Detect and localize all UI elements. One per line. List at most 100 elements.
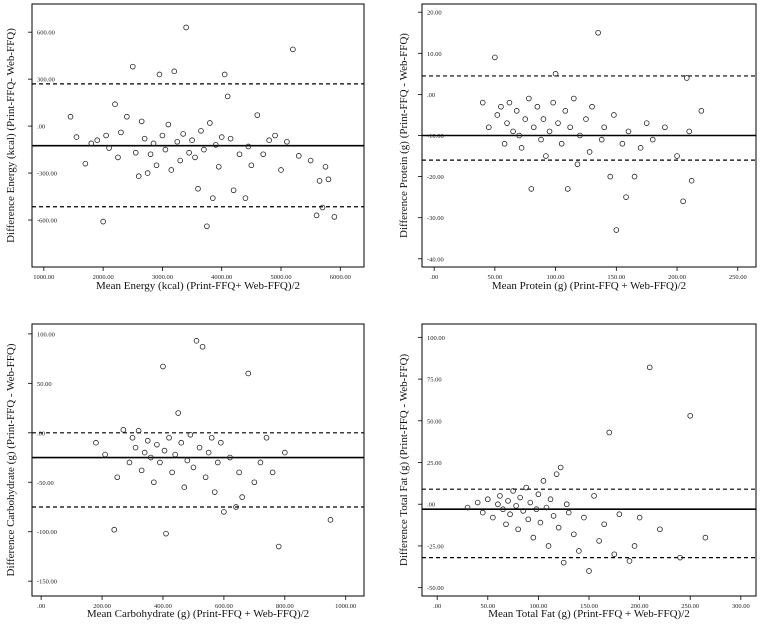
energy-plot-frame: [31, 3, 365, 268]
protein-data-point: [530, 124, 537, 131]
carbohydrate-data-point: [221, 509, 227, 515]
energy-x-tick-label: 6000.00: [330, 274, 351, 281]
protein-data-point: [595, 29, 601, 36]
carbohydrate-data-point: [163, 530, 169, 537]
total-fat-data-point: [565, 509, 572, 516]
carbohydrate-data-point: [227, 454, 233, 461]
protein-data-point: [583, 116, 589, 122]
protein-data-point: [698, 108, 705, 114]
carbohydrate-plot-frame: [31, 323, 365, 597]
carbohydrate-data-point: [169, 469, 175, 476]
total-fat-data-point: [474, 499, 481, 506]
protein-data-point: [662, 124, 668, 131]
energy-data-point: [260, 151, 267, 158]
protein-y-tick-label: -30.00: [427, 215, 444, 222]
carbohydrate-data-point: [144, 437, 151, 444]
energy-y-axis-title: Difference Energy (kcal) (Print-FFQ- Web…: [5, 28, 17, 243]
protein-data-point: [504, 120, 510, 126]
protein-data-point: [643, 120, 650, 126]
energy-data-point: [266, 137, 272, 143]
protein-data-point: [546, 128, 553, 135]
energy-data-point: [153, 162, 160, 169]
energy-data-point: [207, 120, 213, 126]
energy-data-point: [168, 167, 175, 173]
energy-x-tick-label: 1000.00: [33, 274, 54, 281]
energy-y-tick-label: -600.00: [37, 218, 57, 225]
protein-data-point: [637, 145, 644, 151]
protein-data-point: [518, 145, 525, 151]
carbohydrate-data-point: [202, 474, 209, 481]
total-fat-data-point: [495, 501, 501, 508]
carbohydrate-panel: Difference Carbohydrate (g) (Print-FFQ -…: [5, 323, 365, 620]
carbohydrate-y-tick-label: 100.00: [37, 331, 55, 338]
energy-data-point: [138, 118, 145, 125]
total-fat-data-point: [517, 494, 523, 501]
energy-data-point: [236, 151, 243, 158]
energy-data-point: [316, 178, 323, 184]
protein-data-point: [613, 227, 620, 233]
total-fat-data-point: [497, 493, 503, 499]
energy-data-point: [319, 204, 326, 211]
energy-data-point: [204, 223, 210, 230]
protein-data-point: [510, 128, 516, 135]
protein-x-tick-label: .00: [430, 274, 438, 281]
carbohydrate-y-axis-title: Difference Carbohydrate (g) (Print-FFQ -…: [5, 343, 17, 576]
total-fat-data-point: [540, 478, 547, 484]
protein-data-point: [631, 173, 638, 180]
energy-data-point: [284, 138, 290, 145]
carbohydrate-data-point: [132, 444, 139, 451]
carbohydrate-data-point: [327, 517, 334, 523]
carbohydrate-data-point: [269, 469, 276, 476]
protein-x-tick-label: 150.00: [607, 274, 625, 281]
protein-x-tick-label: 100.00: [547, 274, 565, 281]
energy-data-point: [295, 153, 302, 159]
protein-x-tick-label: 200.00: [668, 274, 686, 281]
carbohydrate-x-axis-title: Mean Carbohydrate (g) (Print-FFQ + Web-F…: [87, 608, 309, 620]
protein-data-point: [555, 120, 561, 126]
total-fat-data-point: [631, 543, 638, 549]
energy-data-point: [221, 71, 228, 78]
total-fat-data-point: [503, 521, 509, 528]
protein-x-tick-label: 50.00: [488, 274, 503, 281]
protein-data-point: [528, 186, 535, 192]
total-fat-data-point: [606, 429, 613, 436]
carbohydrate-data-point: [157, 459, 163, 466]
energy-data-point: [141, 135, 148, 142]
protein-data-point: [564, 186, 571, 192]
carbohydrate-data-point: [239, 494, 245, 500]
total-fat-data-point: [545, 543, 552, 549]
energy-data-point: [224, 93, 231, 100]
carbohydrate-data-point: [218, 439, 224, 446]
carbohydrate-data-point: [205, 449, 212, 456]
carbohydrate-data-point: [172, 451, 178, 458]
energy-data-point: [88, 140, 95, 147]
total-fat-data-point: [596, 538, 602, 544]
total-fat-y-tick-label: -50.00: [427, 585, 444, 592]
total-fat-y-tick-label: .00: [427, 502, 435, 509]
carbohydrate-data-point: [160, 363, 166, 370]
energy-data-point: [67, 113, 74, 120]
energy-data-point: [94, 137, 101, 143]
carbohydrate-data-point: [147, 454, 154, 461]
carbohydrate-data-point: [211, 489, 218, 495]
total-fat-y-tick-label: 75.00: [427, 377, 442, 384]
protein-data-point: [680, 198, 686, 205]
protein-data-point: [538, 136, 544, 143]
energy-data-point: [313, 212, 320, 219]
total-fat-y-tick-label: 100.00: [427, 335, 445, 342]
energy-panel: Difference Energy (kcal) (Print-FFQ- Web…: [5, 3, 365, 292]
total-fat-data-point: [507, 511, 513, 518]
total-fat-data-point: [537, 519, 544, 526]
energy-data-point: [165, 121, 172, 128]
total-fat-data-point: [533, 506, 540, 513]
energy-data-point: [150, 140, 157, 147]
protein-data-point: [522, 116, 529, 122]
energy-data-point: [215, 164, 222, 170]
total-fat-data-point: [547, 496, 554, 503]
energy-data-point: [290, 46, 296, 53]
protein-y-tick-label: -10.00: [427, 133, 444, 140]
energy-data-point: [322, 164, 329, 170]
total-fat-data-point: [586, 568, 592, 574]
carbohydrate-data-point: [282, 449, 288, 456]
